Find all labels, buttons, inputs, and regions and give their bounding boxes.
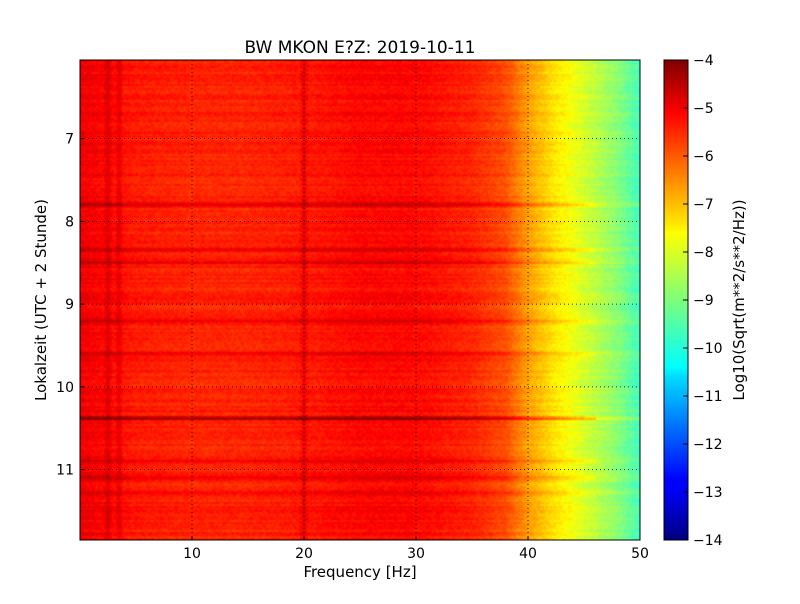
colorbar-tick-label: −4: [693, 53, 714, 69]
colorbar-tick-label: −7: [693, 197, 714, 213]
colorbar-ticks: −4 −5 −6 −7 −8 −9 −10 −11 −12 −13 −14: [683, 53, 723, 549]
colorbar-tick-label: −13: [693, 485, 723, 501]
spectrogram-heatmap: [80, 60, 640, 540]
x-tick-label: 40: [519, 546, 537, 562]
y-tick-label: 10: [56, 380, 74, 396]
y-tick-label: 11: [56, 463, 74, 479]
y-tick-label: 8: [65, 214, 74, 230]
colorbar-label: Log10(Sqrt(m**2/s**2/Hz)): [730, 199, 748, 400]
y-tick-label: 9: [65, 297, 74, 313]
colorbar-tick-label: −11: [693, 389, 723, 405]
colorbar-tick-label: −8: [693, 245, 714, 261]
colorbar: −4 −5 −6 −7 −8 −9 −10 −11 −12 −13 −14 Log10(Sqrt(m…: [663, 53, 748, 549]
x-axis-label: Frequency [Hz]: [303, 563, 416, 581]
y-axis: 7 8 9 10 11: [56, 132, 84, 479]
colorbar-tick-label: −14: [693, 533, 723, 549]
x-tick-label: 10: [183, 546, 201, 562]
y-tick-label: 7: [65, 132, 74, 148]
colorbar-tick-label: −5: [693, 101, 714, 117]
x-tick-label: 50: [631, 546, 649, 562]
grid-lines: [80, 60, 640, 540]
plot-frame: [79, 59, 641, 541]
x-tick-label: 20: [295, 546, 313, 562]
colorbar-tick-label: −6: [693, 149, 714, 165]
x-tick-label: 30: [407, 546, 425, 562]
y-axis-label: Lokalzeit (UTC + 2 Stunde): [32, 199, 50, 401]
x-axis: 10 20 30 40 50: [183, 536, 649, 562]
plot-area: 10 20 30 40 50 7 8 9 10 11: [56, 59, 649, 562]
colorbar-tick-label: −9: [693, 293, 714, 309]
chart-title: BW MKON E?Z: 2019-10-11: [245, 38, 476, 58]
colorbar-tick-label: −10: [693, 341, 723, 357]
colorbar-tick-label: −12: [693, 437, 723, 453]
